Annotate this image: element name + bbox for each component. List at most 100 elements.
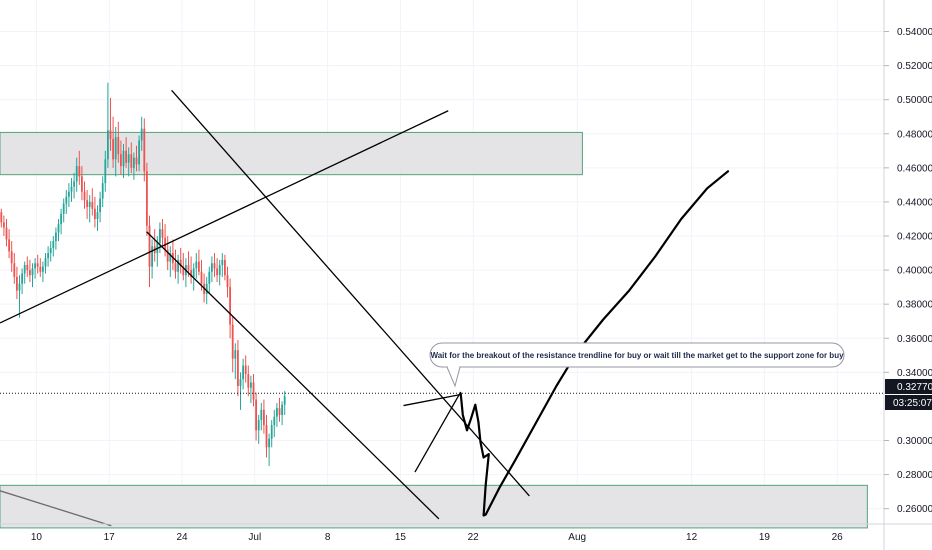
annotation-text: Wait for the breakout of the resistance … (430, 351, 844, 360)
candle (234, 343, 237, 380)
candle-body (234, 350, 237, 359)
candle (44, 253, 47, 274)
candle (67, 183, 70, 208)
candle-body (148, 225, 151, 267)
candle-body (197, 261, 200, 272)
candle-body (88, 201, 91, 208)
candle-body (255, 399, 258, 431)
price-labels: 0.32770 03:25:07 (885, 379, 932, 410)
candle (231, 316, 234, 373)
candle-body (182, 266, 185, 276)
candle (49, 241, 52, 262)
candle-body (67, 191, 70, 197)
candle-body (49, 247, 52, 254)
candle-body (145, 171, 148, 226)
candle (15, 266, 18, 300)
candle-body (158, 229, 161, 243)
candle-body (26, 264, 29, 271)
candle-body (268, 438, 271, 448)
candle (2, 215, 5, 237)
candle (125, 137, 128, 168)
y-tick-label: 0.52000 (897, 61, 932, 72)
annotation-pointer (446, 366, 461, 388)
candle-body (125, 150, 128, 163)
x-tick-label: 10 (31, 532, 43, 543)
candle-body (223, 259, 226, 276)
candle (122, 143, 125, 179)
x-tick-label: 19 (759, 532, 771, 543)
y-tick-label: 0.40000 (897, 266, 932, 277)
x-tick-label: 12 (686, 532, 698, 543)
candle-body (112, 138, 115, 160)
candle (182, 253, 185, 281)
candle (41, 261, 44, 283)
candle (145, 162, 148, 237)
candle-body (106, 130, 109, 160)
x-tick-label: 8 (325, 532, 331, 543)
candle-body (174, 263, 177, 272)
y-tick-label: 0.50000 (897, 95, 932, 106)
candle-body (281, 404, 284, 415)
candle (114, 126, 117, 177)
candle-body (140, 128, 143, 141)
support-diagonal (0, 490, 112, 527)
candle-body (265, 425, 268, 448)
candle (265, 414, 268, 458)
candle (31, 263, 34, 288)
y-tick-label: 0.38000 (897, 300, 932, 311)
candle (10, 241, 13, 272)
candle-body (192, 268, 195, 277)
candle (132, 152, 135, 180)
candle-body (8, 239, 11, 252)
candle (262, 399, 265, 434)
candle-body (28, 270, 31, 276)
current-price-label-box (885, 379, 932, 394)
candle-body (0, 212, 3, 223)
candle-body (249, 382, 252, 388)
candle (96, 205, 99, 231)
candle (138, 135, 141, 172)
candle-body (54, 232, 57, 242)
candle-body (5, 227, 8, 240)
y-tick-label: 0.34000 (897, 368, 932, 379)
candle (93, 196, 96, 228)
candle-body (247, 374, 250, 388)
candle-body (262, 409, 265, 426)
candle-body (252, 382, 255, 400)
candle (60, 208, 63, 235)
y-tick-label: 0.36000 (897, 334, 932, 345)
candle (223, 254, 226, 281)
candles (0, 82, 286, 467)
candle-body (138, 140, 141, 165)
candle (270, 420, 273, 448)
candle (192, 263, 195, 291)
resistance-zone (0, 131, 583, 176)
y-axis: 0.54000 0.52000 0.50000 0.48000 0.46000 0.440… (883, 0, 932, 550)
candle (216, 258, 219, 283)
candle-body (18, 283, 21, 291)
candle-body (226, 275, 229, 288)
candle-body (130, 154, 133, 168)
candle (23, 261, 26, 284)
y-tick-label: 0.44000 (897, 197, 932, 208)
candle (47, 246, 50, 267)
candle-body (229, 287, 232, 325)
candle (39, 258, 42, 277)
candle (226, 266, 229, 298)
candle (283, 391, 286, 415)
candle-body (31, 268, 34, 276)
x-tick-label: 15 (395, 532, 407, 543)
candle (54, 227, 57, 250)
candle-body (221, 259, 224, 265)
candle-body (83, 191, 86, 201)
candle-body (99, 198, 102, 213)
candle (161, 218, 164, 247)
candle-body (117, 137, 120, 155)
candle-body (127, 154, 130, 163)
candle-body (132, 157, 135, 168)
y-tick-label: 0.30000 (897, 436, 932, 447)
candle-body (13, 263, 16, 277)
candle (106, 82, 109, 168)
candle (218, 259, 221, 286)
